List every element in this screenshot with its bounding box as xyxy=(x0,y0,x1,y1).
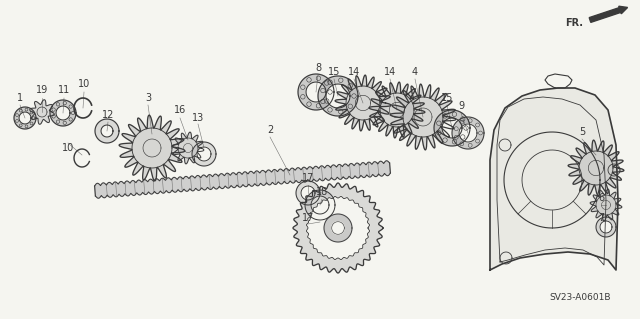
Text: 3: 3 xyxy=(145,93,151,103)
Polygon shape xyxy=(172,132,204,164)
Polygon shape xyxy=(459,124,477,142)
Polygon shape xyxy=(326,84,350,108)
Text: 1: 1 xyxy=(17,93,23,103)
Polygon shape xyxy=(490,88,618,270)
Polygon shape xyxy=(305,190,335,220)
Text: FR.: FR. xyxy=(565,18,583,28)
Text: 17: 17 xyxy=(302,213,314,223)
Polygon shape xyxy=(296,181,320,205)
Polygon shape xyxy=(311,196,329,214)
Polygon shape xyxy=(19,112,31,124)
Text: 2: 2 xyxy=(267,125,273,135)
Text: 7: 7 xyxy=(598,213,604,223)
Polygon shape xyxy=(369,82,425,138)
Polygon shape xyxy=(596,217,616,237)
Text: 9: 9 xyxy=(458,101,464,111)
Text: 14: 14 xyxy=(384,67,396,77)
Text: 16: 16 xyxy=(174,105,186,115)
Polygon shape xyxy=(306,82,326,102)
Polygon shape xyxy=(95,119,119,143)
Polygon shape xyxy=(301,186,315,200)
Polygon shape xyxy=(590,189,622,221)
Text: 10: 10 xyxy=(78,79,90,89)
Polygon shape xyxy=(442,118,462,138)
Polygon shape xyxy=(600,221,612,233)
Text: 19: 19 xyxy=(36,85,48,95)
Text: 8: 8 xyxy=(315,63,321,73)
Text: 14: 14 xyxy=(348,67,360,77)
Polygon shape xyxy=(29,100,54,124)
Text: 11: 11 xyxy=(58,85,70,95)
Polygon shape xyxy=(56,106,70,120)
Polygon shape xyxy=(101,125,113,137)
Text: 10: 10 xyxy=(62,143,74,153)
Polygon shape xyxy=(95,161,390,198)
Polygon shape xyxy=(298,74,334,110)
Polygon shape xyxy=(434,110,470,146)
Polygon shape xyxy=(318,76,358,116)
Text: SV23-A0601B: SV23-A0601B xyxy=(549,293,611,302)
Text: 13: 13 xyxy=(192,113,204,123)
Polygon shape xyxy=(324,214,352,242)
Text: 15: 15 xyxy=(441,93,453,103)
Polygon shape xyxy=(14,107,36,129)
Polygon shape xyxy=(568,140,624,196)
Polygon shape xyxy=(452,117,484,149)
Polygon shape xyxy=(119,115,185,181)
Polygon shape xyxy=(197,147,211,161)
Text: 17: 17 xyxy=(302,173,314,183)
Text: 5: 5 xyxy=(579,127,585,137)
Polygon shape xyxy=(192,142,216,166)
Text: 15: 15 xyxy=(328,67,340,77)
Polygon shape xyxy=(307,197,369,260)
Polygon shape xyxy=(390,84,456,150)
Polygon shape xyxy=(293,183,383,273)
Polygon shape xyxy=(335,75,391,131)
FancyArrow shape xyxy=(589,6,628,22)
Text: 12: 12 xyxy=(102,110,114,120)
Polygon shape xyxy=(50,100,76,126)
Text: 4: 4 xyxy=(412,67,418,77)
Text: 6: 6 xyxy=(598,193,604,203)
Polygon shape xyxy=(332,222,344,234)
Text: 18: 18 xyxy=(316,187,328,197)
